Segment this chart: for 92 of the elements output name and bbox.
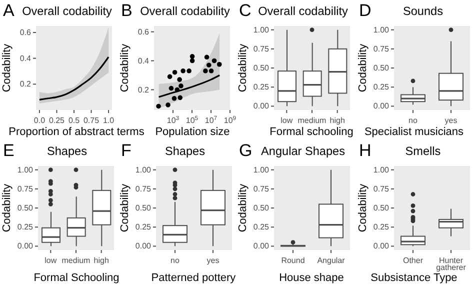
y-tick-label: 0.25 <box>373 222 390 232</box>
y-tick-label: 0.4 <box>138 56 150 66</box>
y-axis-title: Codability <box>1 44 13 92</box>
y-tick-label: 0.50 <box>373 204 390 213</box>
y-tick-label: 0.50 <box>373 64 390 73</box>
y-tick-label: 0.00 <box>373 102 390 111</box>
y-axis-title: Codability <box>119 184 131 232</box>
chart-title: Sounds <box>402 4 444 19</box>
y-tick-label: 1.00 <box>373 25 390 34</box>
y-axis-title: Codability <box>357 44 369 92</box>
y-tick-label: 1.00 <box>17 165 34 174</box>
chart-title: Overall codability <box>21 4 113 19</box>
x-tick-label: high <box>330 116 345 125</box>
y-tick-label: 0.75 <box>253 44 270 54</box>
text: F <box>121 141 132 161</box>
x-tick-label: 0.0 <box>34 116 46 125</box>
x-tick-label: high <box>94 256 109 265</box>
x-tick-label: Round <box>281 256 305 265</box>
y-tick-label: 0.50 <box>253 204 270 213</box>
text: C <box>239 1 252 21</box>
y-tick-label: 0.6 <box>138 27 150 36</box>
y-tick-label: 0.25 <box>253 222 270 232</box>
x-tick-label: 0.5 <box>68 116 80 125</box>
chart-title: Overall codability <box>257 4 349 19</box>
y-tick-label: 0.00 <box>253 242 270 251</box>
x-tick-label: 0.25 <box>48 116 66 125</box>
x-tick-label: Angular <box>317 256 346 265</box>
x-tick-label: 0.75 <box>83 116 100 125</box>
text: G <box>239 141 252 161</box>
text: A <box>3 1 14 21</box>
x-axis-title: Proportion of abstract terms <box>8 126 146 139</box>
y-tick-label: 0.75 <box>135 184 152 194</box>
text: H <box>359 141 372 161</box>
x-tick-label: medium <box>298 116 327 125</box>
chart-title: Shapes <box>164 144 206 159</box>
y-tick-label: 0.25 <box>135 222 152 232</box>
y-tick-label: 0.50 <box>253 64 270 73</box>
x-tick-label: 10$^{7}$ <box>204 115 218 125</box>
text: E <box>3 141 14 161</box>
x-tick-label: low <box>280 116 293 125</box>
x-tick-label: no <box>170 256 180 265</box>
y-tick-label: 0.4 <box>20 54 32 63</box>
y-tick-label: 0.00 <box>135 242 152 251</box>
y-tick-label: 0.00 <box>17 242 34 251</box>
x-axis-title: Formal Schooling <box>32 272 120 285</box>
y-tick-label: 0.75 <box>253 184 270 194</box>
text: D <box>359 1 372 21</box>
y-axis-title: Codability <box>119 44 131 92</box>
y-axis-title: Codability <box>357 184 369 232</box>
y-tick-label: 0.00 <box>373 242 390 251</box>
x-tick-label: 10$^{3}$ <box>166 115 180 125</box>
y-tick-label: 1.00 <box>253 165 270 174</box>
x-tick-label: yes <box>444 116 458 125</box>
x-tick-label: Hunter gatherer <box>436 256 466 272</box>
x-tick-label: 1.0 <box>102 116 115 125</box>
y-tick-label: 0.25 <box>373 82 390 92</box>
y-tick-label: 0.25 <box>17 222 34 232</box>
chart-title: Angular Shapes <box>260 144 346 159</box>
x-tick-label: no <box>408 116 418 125</box>
y-tick-label: 0.75 <box>373 44 390 54</box>
x-axis-title: Specialist musicians <box>363 126 465 139</box>
x-tick-label: yes <box>206 256 220 265</box>
x-axis-title: House shape <box>279 272 344 284</box>
y-axis-title: Codability <box>237 44 249 92</box>
y-tick-label: 0.50 <box>135 204 152 213</box>
y-tick-label: 0.6 <box>20 28 32 38</box>
x-tick-label: Other <box>402 256 424 265</box>
y-axis-title: Codability <box>237 184 249 232</box>
x-axis-title: Formal schooling <box>270 126 354 138</box>
y-tick-label: 0.2 <box>20 80 32 89</box>
text: B <box>121 1 132 21</box>
chart-title: Shapes <box>46 144 88 159</box>
y-tick-label: 0.50 <box>17 204 34 213</box>
y-tick-label: 1.00 <box>373 165 390 174</box>
y-tick-label: 0.00 <box>253 102 270 111</box>
x-tick-label: 10$^{9}$ <box>224 115 237 125</box>
x-tick-label: low <box>44 256 57 265</box>
y-tick-label: 0.75 <box>17 184 34 194</box>
y-tick-label: 0.75 <box>373 184 390 194</box>
y-tick-label: 0.25 <box>253 82 270 92</box>
x-axis-title: Subsistance Type <box>370 272 458 285</box>
y-axis-title: Codability <box>1 184 13 232</box>
x-axis-title: Patterned pottery <box>151 272 236 284</box>
x-tick-label: medium <box>62 256 91 265</box>
line-series <box>38 56 110 100</box>
y-tick-label: 1.00 <box>253 25 270 34</box>
x-tick-label: 10$^{5}$ <box>186 115 199 125</box>
y-tick-label: 0.2 <box>138 85 150 94</box>
x-axis-title: Population size <box>155 126 230 138</box>
y-tick-label: 1.00 <box>135 165 152 174</box>
chart-title: Smells <box>404 144 442 159</box>
chart-title: Overall codability <box>139 4 231 19</box>
